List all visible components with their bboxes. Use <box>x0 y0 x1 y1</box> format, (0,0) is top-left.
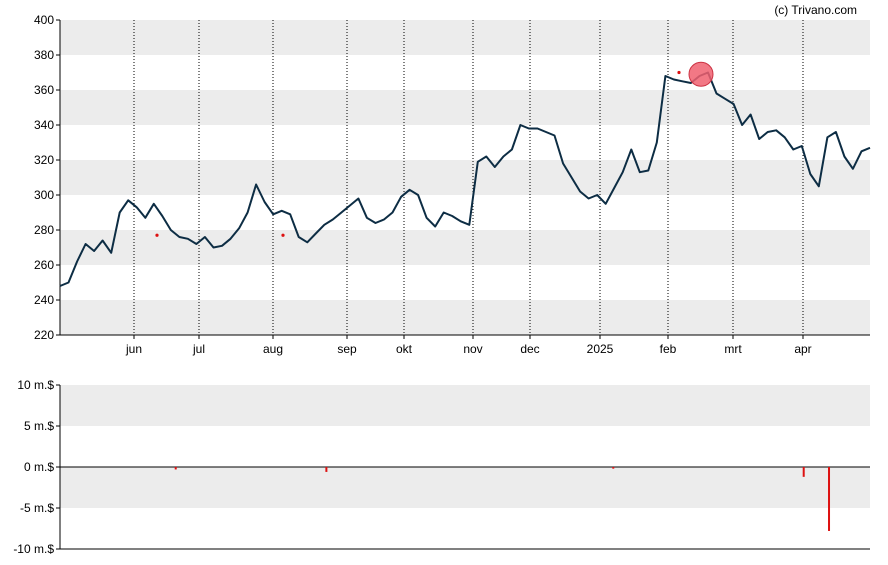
price-y-tick-label: 280 <box>34 223 54 237</box>
credit-text: (c) Trivano.com <box>774 3 857 17</box>
price-y-tick-label: 400 <box>34 13 54 27</box>
price-x-tick-label: okt <box>396 342 413 356</box>
price-grid-band <box>60 300 870 335</box>
volume-panel: 10 m.$ 5 m.$ 0 m.$ -5 m.$ -10 m.$ <box>13 378 870 556</box>
volume-y-tick-label: 5 m.$ <box>24 419 54 433</box>
price-grid-band <box>60 90 870 125</box>
price-grid-band <box>60 20 870 55</box>
price-x-tick-label: mrt <box>724 342 742 356</box>
price-highlight-marker <box>688 61 714 87</box>
price-y-tick-label: 260 <box>34 258 54 272</box>
price-x-tick-label: 2025 <box>587 342 614 356</box>
volume-y-tick-label: 0 m.$ <box>24 460 54 474</box>
price-event-dot <box>155 233 159 237</box>
price-y-tick-label: 360 <box>34 83 54 97</box>
volume-grid-band <box>60 467 870 508</box>
price-event-dot <box>281 233 285 237</box>
volume-bar <box>802 467 805 477</box>
price-y-tick-label: 380 <box>34 48 54 62</box>
price-x-tick-label: sep <box>337 342 357 356</box>
price-x-tick-label: dec <box>520 342 539 356</box>
price-y-tick-label: 340 <box>34 118 54 132</box>
price-x-tick-label: feb <box>660 342 677 356</box>
price-y-tick-label: 300 <box>34 188 54 202</box>
volume-y-tick-label: 10 m.$ <box>17 378 54 392</box>
price-event-dot <box>677 70 681 75</box>
volume-y-tick-label: -5 m.$ <box>20 501 54 515</box>
volume-bar <box>612 467 615 469</box>
price-grid-band <box>60 230 870 265</box>
price-panel: jun jul aug sep okt nov dec 2025 feb mrt apr 220 240… <box>34 13 871 356</box>
volume-bar <box>325 467 328 472</box>
volume-grid-band <box>60 385 870 426</box>
price-y-tick-label: 320 <box>34 153 54 167</box>
price-x-tick-label: apr <box>794 342 811 356</box>
price-y-tick-label: 220 <box>34 328 54 342</box>
price-x-tick-label: jun <box>125 342 142 356</box>
price-x-tick-label: nov <box>463 342 482 356</box>
price-grid-band <box>60 160 870 195</box>
price-x-tick-label: jul <box>192 342 205 356</box>
volume-bar <box>828 467 831 531</box>
price-x-tick-label: aug <box>263 342 283 356</box>
price-y-tick-label: 240 <box>34 293 54 307</box>
volume-bar <box>174 467 177 470</box>
price-line <box>59 71 871 287</box>
volume-y-tick-label: -10 m.$ <box>13 542 54 556</box>
